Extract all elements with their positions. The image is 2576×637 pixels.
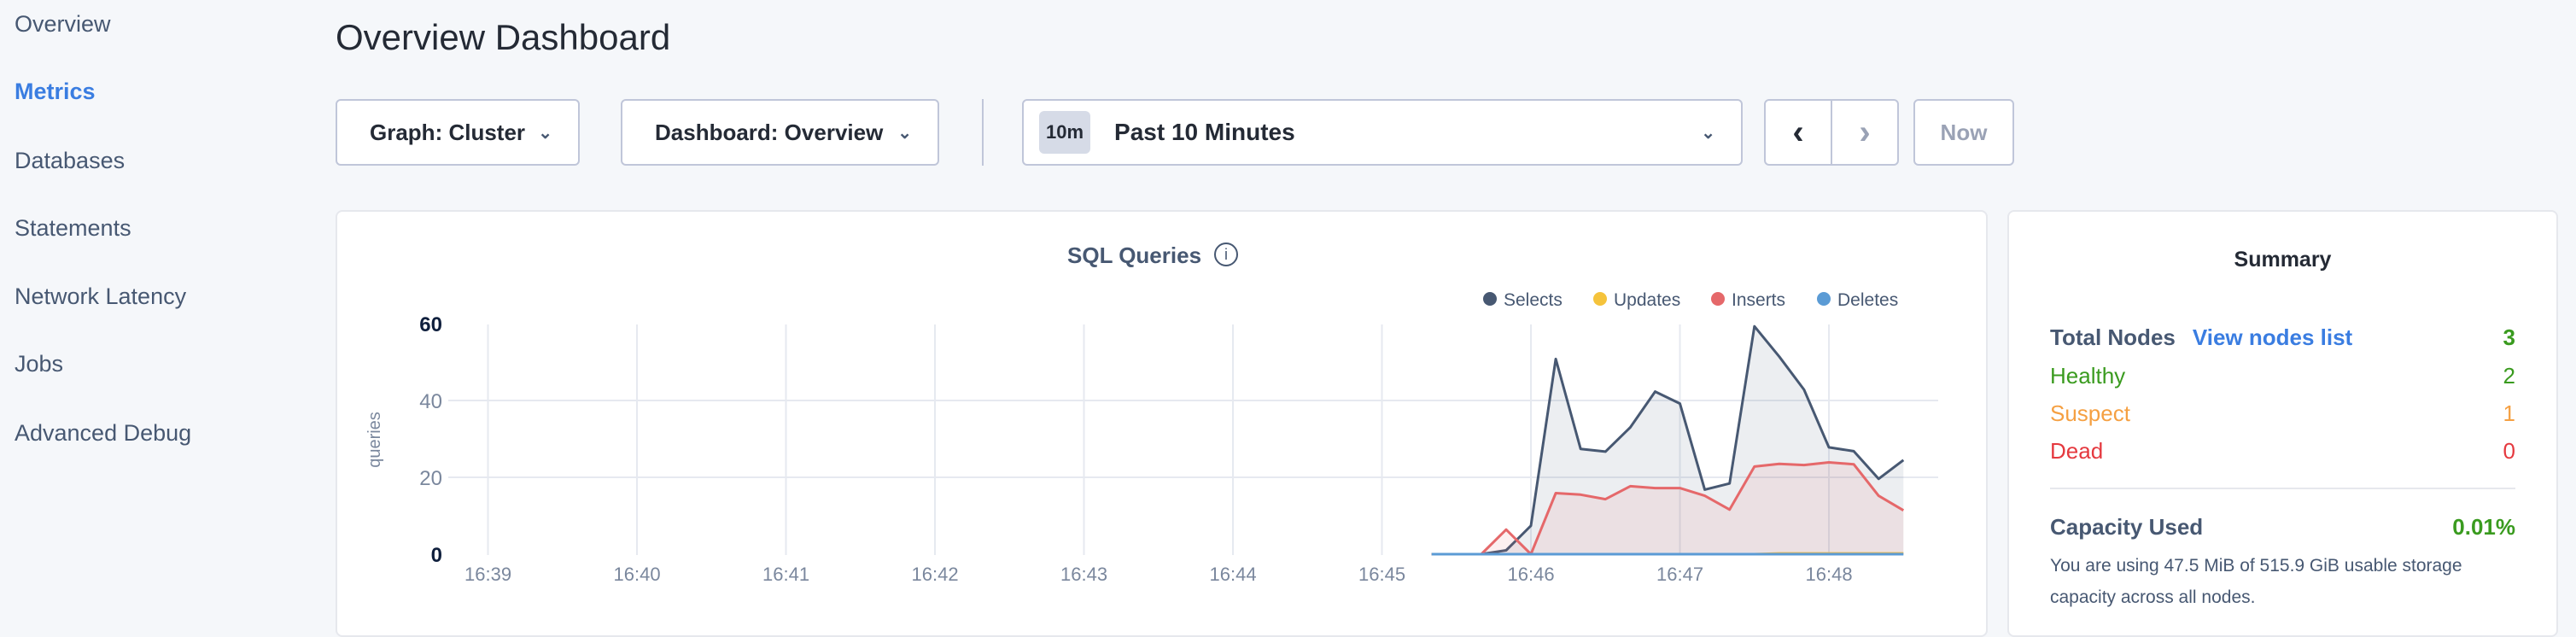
chevron-down-icon: ⌄ (538, 123, 552, 143)
series-area-inserts (1431, 462, 1904, 554)
dashboard-select[interactable]: Dashboard: Overview ⌄ (621, 99, 939, 166)
sidebar-item-network-latency[interactable]: Network Latency (15, 283, 187, 309)
legend-label-updates: Updates (1614, 290, 1680, 310)
x-tick-label: 16:45 (1358, 564, 1405, 585)
legend-dot-inserts (1711, 292, 1725, 306)
sidebar-item-advanced-debug[interactable]: Advanced Debug (15, 420, 192, 446)
capacity-label: Capacity Used (2050, 514, 2204, 540)
info-icon[interactable]: i (1214, 243, 1238, 266)
sidebar-item-statements[interactable]: Statements (15, 215, 131, 241)
total-nodes-value: 3 (2503, 324, 2515, 350)
time-nav-group: ‹ › (1764, 99, 1899, 166)
graph-select-label: Graph: Cluster (370, 119, 526, 145)
chevron-down-icon: ⌄ (1701, 123, 1715, 143)
x-tick-label: 16:43 (1060, 564, 1107, 585)
series-line-selects (1431, 324, 1905, 556)
dead-row: Dead 0 (2050, 438, 2515, 465)
graph-select[interactable]: Graph: Cluster ⌄ (336, 99, 580, 166)
view-nodes-link[interactable]: View nodes list (2192, 324, 2353, 350)
healthy-label: Healthy (2050, 363, 2126, 389)
summary-card: Summary Total Nodes View nodes list 3 He… (2007, 210, 2558, 637)
x-tick-label: 16:46 (1508, 564, 1555, 585)
capacity-row: Capacity Used 0.01% (2050, 514, 2515, 541)
series-area-selects (1431, 326, 1904, 554)
healthy-row: Healthy 2 (2050, 363, 2515, 389)
x-tick-label: 16:42 (912, 564, 959, 585)
series-line-inserts (1431, 461, 1905, 556)
x-tick-label: 16:47 (1656, 564, 1703, 585)
now-button[interactable]: Now (1913, 99, 2014, 166)
x-tick-label: 16:48 (1806, 564, 1853, 585)
sidebar-item-metrics[interactable]: Metrics (15, 79, 96, 104)
x-tick-label: 16:41 (762, 564, 809, 585)
sql-queries-chart: 0 20 40 60 16:39 16:40 16:41 16:42 16:43 16:44 16:… (365, 290, 1938, 585)
time-range-badge: 10m (1039, 111, 1091, 154)
legend-dot-deletes (1817, 292, 1831, 306)
time-range-select[interactable]: 10m Past 10 Minutes ⌄ (1022, 99, 1743, 166)
y-tick-label: 20 (419, 467, 442, 490)
legend-label-deletes: Deletes (1837, 290, 1898, 310)
chart-title: SQL Queries (1067, 243, 1202, 268)
capacity-description: You are using 47.5 MiB of 515.9 GiB usab… (2050, 556, 2462, 607)
sidebar-item-overview[interactable]: Overview (15, 11, 111, 37)
total-nodes-row: Total Nodes View nodes list 3 (2050, 324, 2515, 351)
y-tick-label: 40 (419, 390, 442, 413)
chevron-down-icon: ⌄ (897, 123, 912, 143)
x-tick-label: 16:39 (464, 564, 511, 585)
summary-divider (2050, 488, 2515, 489)
x-tick-label: 16:40 (614, 564, 661, 585)
sidebar-item-databases[interactable]: Databases (15, 148, 126, 173)
toolbar-divider (982, 99, 984, 166)
chevron-right-icon[interactable]: › (1859, 113, 1871, 151)
chevron-left-icon[interactable]: ‹ (1766, 101, 1832, 164)
dead-label: Dead (2050, 438, 2104, 464)
suspect-value: 1 (2503, 400, 2515, 426)
summary-title: Summary (2234, 248, 2332, 272)
x-tick-label: 16:44 (1210, 564, 1257, 585)
y-axis-label: queries (365, 412, 384, 468)
y-tick-label: 60 (419, 313, 442, 336)
dead-value: 0 (2503, 438, 2515, 464)
dashboard-select-label: Dashboard: Overview (655, 119, 884, 145)
legend-dot-updates (1593, 292, 1607, 306)
total-nodes-label: Total Nodes (2050, 324, 2176, 350)
sidebar-item-jobs[interactable]: Jobs (15, 351, 64, 377)
suspect-row: Suspect 1 (2050, 400, 2515, 427)
legend-label-selects: Selects (1504, 290, 1563, 310)
page-title: Overview Dashboard (336, 17, 671, 57)
legend-dot-selects (1483, 292, 1497, 306)
y-tick-label: 0 (431, 544, 442, 567)
sql-queries-card (336, 210, 1988, 637)
legend-label-inserts: Inserts (1732, 290, 1785, 310)
time-range-label: Past 10 Minutes (1114, 119, 1295, 145)
healthy-value: 2 (2503, 363, 2515, 389)
capacity-value: 0.01% (2452, 514, 2515, 540)
suspect-label: Suspect (2050, 400, 2130, 426)
